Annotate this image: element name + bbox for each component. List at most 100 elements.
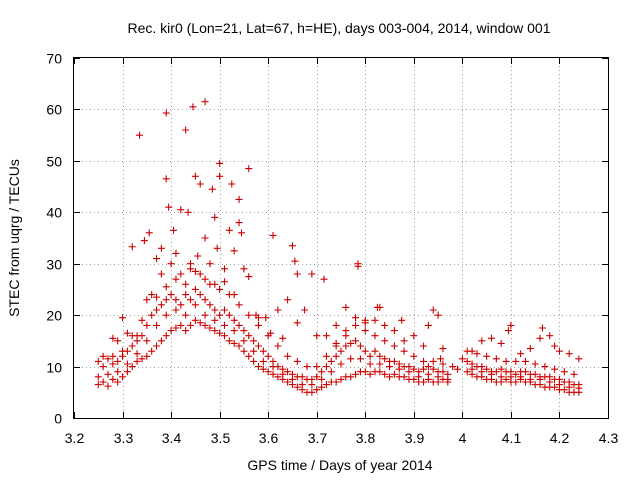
x-tick-label: 3.9 bbox=[405, 430, 425, 446]
data-point bbox=[347, 373, 355, 381]
x-tick-labels: 3.2 3.3 3.4 3.5 3.6 3.7 3.8 3.9 4 4.1 4.2 4.3 bbox=[65, 430, 619, 446]
data-point bbox=[400, 373, 408, 381]
data-point bbox=[551, 365, 559, 373]
data-point bbox=[434, 311, 442, 319]
data-point bbox=[143, 321, 151, 329]
y-tick-label: 30 bbox=[46, 257, 62, 273]
data-point bbox=[119, 347, 127, 355]
data-point bbox=[398, 316, 406, 324]
data-point bbox=[322, 381, 330, 389]
data-point bbox=[291, 257, 299, 265]
data-point bbox=[240, 265, 248, 273]
data-point bbox=[187, 296, 195, 304]
data-point bbox=[332, 321, 340, 329]
data-point bbox=[361, 327, 369, 335]
data-point bbox=[274, 373, 282, 381]
data-point bbox=[313, 332, 321, 340]
data-point bbox=[444, 375, 452, 383]
data-point bbox=[439, 345, 447, 353]
data-point bbox=[123, 368, 131, 376]
data-point bbox=[507, 321, 515, 329]
data-point bbox=[254, 321, 262, 329]
y-tick-label: 70 bbox=[46, 51, 62, 67]
data-point bbox=[381, 321, 389, 329]
data-point bbox=[541, 363, 549, 371]
data-point bbox=[109, 360, 117, 368]
data-point bbox=[354, 262, 362, 270]
data-point bbox=[230, 316, 238, 324]
data-point bbox=[220, 321, 228, 329]
data-point bbox=[157, 301, 165, 309]
x-tick-label: 4.2 bbox=[550, 430, 570, 446]
data-point bbox=[259, 365, 267, 373]
data-point bbox=[230, 339, 238, 347]
data-point bbox=[293, 319, 301, 327]
y-tick-label: 20 bbox=[46, 308, 62, 324]
data-point bbox=[143, 352, 151, 360]
x-tick-label: 3.6 bbox=[259, 430, 279, 446]
data-point bbox=[298, 381, 306, 389]
data-point bbox=[497, 373, 505, 381]
data-point bbox=[225, 337, 233, 345]
data-point bbox=[123, 360, 131, 368]
data-point bbox=[322, 363, 330, 371]
data-point bbox=[206, 260, 214, 268]
data-point bbox=[560, 386, 568, 394]
data-point bbox=[521, 368, 529, 376]
data-point bbox=[376, 360, 384, 368]
data-point bbox=[182, 311, 190, 319]
data-point bbox=[322, 332, 330, 340]
data-point bbox=[220, 265, 228, 273]
data-point bbox=[463, 368, 471, 376]
data-point bbox=[366, 370, 374, 378]
data-point bbox=[483, 352, 491, 360]
data-point bbox=[318, 383, 326, 391]
data-point bbox=[143, 296, 151, 304]
data-point bbox=[313, 363, 321, 371]
data-point bbox=[245, 165, 253, 173]
data-point bbox=[182, 291, 190, 299]
data-point bbox=[361, 319, 369, 327]
data-point bbox=[504, 327, 512, 335]
data-point bbox=[99, 378, 107, 386]
data-point bbox=[196, 180, 204, 188]
data-point bbox=[104, 382, 112, 390]
data-point bbox=[361, 368, 369, 376]
data-point bbox=[153, 306, 161, 314]
data-point bbox=[449, 363, 457, 371]
data-point bbox=[298, 373, 306, 381]
data-point bbox=[211, 306, 219, 314]
data-point bbox=[468, 365, 476, 373]
data-point bbox=[376, 352, 384, 360]
data-point bbox=[536, 375, 544, 383]
data-point bbox=[279, 334, 287, 342]
data-point bbox=[386, 363, 394, 371]
data-point bbox=[352, 337, 360, 345]
data-point bbox=[245, 352, 253, 360]
data-point bbox=[170, 226, 178, 234]
data-point bbox=[293, 357, 301, 365]
data-point bbox=[162, 109, 170, 117]
data-point bbox=[230, 327, 238, 335]
data-point bbox=[264, 368, 272, 376]
grid-lines bbox=[74, 58, 608, 418]
data-point bbox=[293, 270, 301, 278]
data-point bbox=[165, 203, 173, 211]
data-point bbox=[390, 342, 398, 350]
data-point bbox=[201, 311, 209, 319]
data-point bbox=[337, 360, 345, 368]
data-point bbox=[157, 244, 165, 252]
x-tick-label: 3.5 bbox=[211, 430, 231, 446]
data-point bbox=[250, 337, 258, 345]
data-point bbox=[235, 219, 243, 227]
data-point bbox=[546, 378, 554, 386]
data-point bbox=[269, 370, 277, 378]
data-point bbox=[429, 357, 437, 365]
x-tick-label: 3.2 bbox=[65, 430, 85, 446]
data-point bbox=[254, 314, 262, 322]
data-point bbox=[352, 314, 360, 322]
data-point bbox=[420, 357, 428, 365]
data-point bbox=[114, 368, 122, 376]
data-point bbox=[216, 159, 224, 167]
data-point bbox=[320, 275, 328, 283]
